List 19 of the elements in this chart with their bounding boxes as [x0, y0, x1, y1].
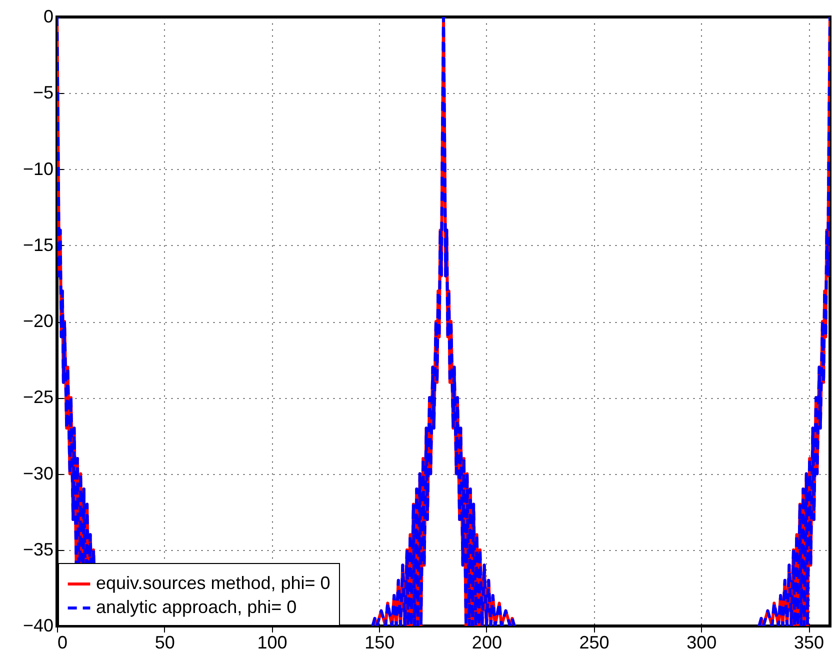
x-tick-label: 0	[58, 632, 68, 652]
y-tick-label: −20	[22, 311, 54, 331]
legend-label: analytic approach, phi= 0	[96, 597, 297, 617]
x-tick-label: 200	[472, 632, 502, 652]
x-tick-label: 50	[154, 632, 175, 652]
y-tick-label: 0	[43, 6, 54, 26]
y-tick-label: −15	[22, 234, 54, 255]
y-tick-label: −30	[22, 463, 54, 484]
y-tick-label: −40	[22, 616, 54, 636]
y-tick-label: −5	[32, 82, 54, 103]
x-tick-label: 100	[257, 632, 288, 652]
x-tick-label: 350	[794, 632, 824, 652]
legend-label: equiv.sources method, phi= 0	[96, 573, 330, 593]
y-tick-label: −35	[22, 539, 54, 560]
x-tick-label: 250	[579, 632, 610, 652]
x-tick-label: 150	[364, 632, 395, 652]
x-tick-label: 300	[686, 632, 717, 652]
y-tick-label: −10	[22, 158, 54, 179]
y-tick-label: −25	[22, 387, 54, 408]
